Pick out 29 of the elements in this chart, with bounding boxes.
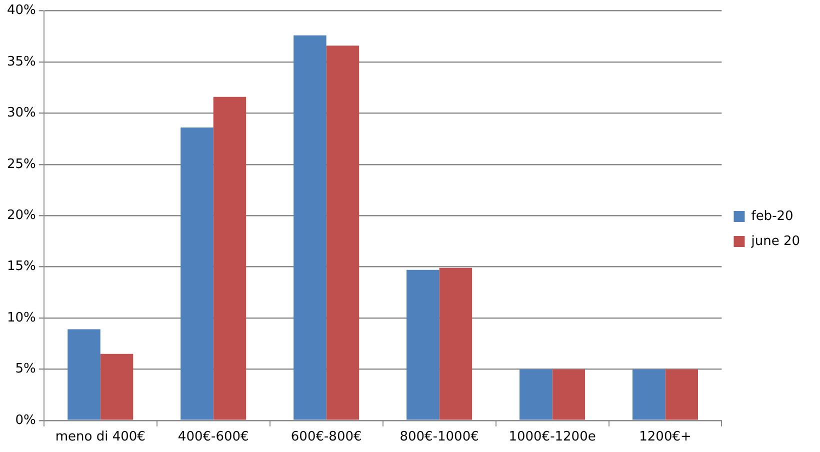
y-tick-label: 15% (6, 259, 36, 274)
y-tick-label: 5% (15, 362, 36, 377)
y-tick-label: 0% (15, 412, 36, 428)
bar (180, 128, 214, 420)
legend-label: feb-20 (751, 208, 794, 224)
x-tick-label: 1000€-1200e (508, 430, 596, 445)
bar (294, 35, 326, 420)
x-tick-label: 400€-600€ (178, 430, 249, 445)
x-tick-label: meno di 400€ (55, 430, 146, 445)
bar (326, 46, 360, 420)
bar (632, 369, 666, 420)
bar (406, 270, 440, 420)
bar (100, 354, 134, 420)
legend-label: june 20 (750, 234, 800, 249)
y-tick-label: 10% (6, 310, 36, 326)
bar (213, 96, 246, 420)
x-tick-label: 1200€+ (639, 430, 692, 445)
y-tick-label: 40% (6, 3, 36, 18)
y-tick-label: 20% (6, 208, 36, 223)
bar (68, 329, 100, 420)
bar (520, 369, 552, 420)
x-tick-label: 600€-800€ (290, 430, 362, 445)
bar (552, 369, 586, 420)
x-tick-label: 800€-1000€ (400, 430, 479, 445)
y-tick-label: 30% (6, 106, 36, 121)
y-tick-label: 35% (6, 54, 36, 70)
bar (439, 268, 472, 420)
bar (665, 369, 698, 420)
y-tick-label: 25% (6, 156, 36, 172)
